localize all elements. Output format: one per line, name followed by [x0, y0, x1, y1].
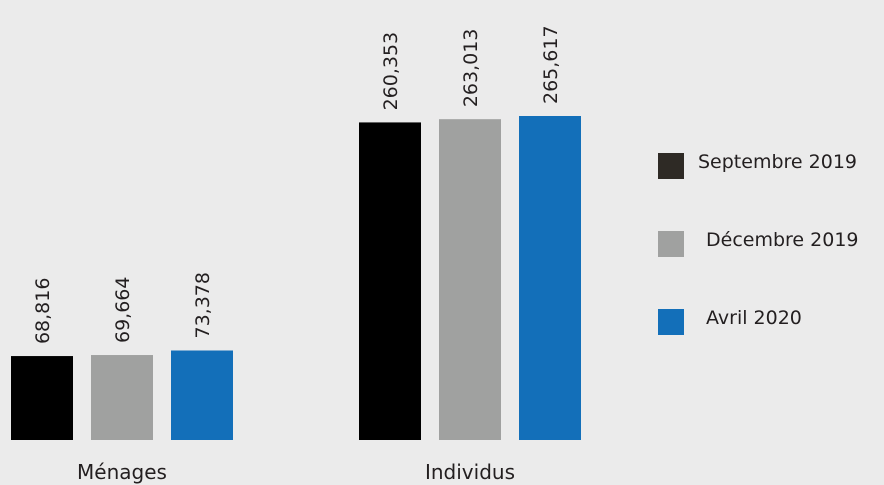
bar-individus-avril-2020	[519, 116, 581, 440]
bar-individus-septembre-2019	[359, 122, 421, 441]
legend-swatch-decembre-2019	[658, 231, 684, 257]
bar-individus-decembre-2019	[439, 119, 501, 440]
category-labels-layer: Ménages Individus	[77, 460, 515, 484]
value-label-menages-avril-2020: 73,378	[192, 272, 214, 338]
bars-layer	[11, 116, 581, 441]
bar-menages-decembre-2019	[91, 355, 153, 440]
value-label-individus-decembre-2019: 263,013	[460, 29, 482, 108]
value-label-menages-septembre-2019: 68,816	[32, 278, 54, 344]
category-label-menages: Ménages	[77, 460, 167, 484]
bar-menages-avril-2020	[171, 350, 233, 440]
value-label-menages-decembre-2019: 69,664	[112, 277, 134, 343]
legend-item-avril-2020: Avril 2020	[658, 306, 884, 335]
legend-label-decembre-2019: Décembre 2019	[706, 229, 859, 251]
legend: Septembre 2019 Décembre 2019 Avril 2020	[658, 150, 884, 335]
value-label-individus-septembre-2019: 260,353	[380, 32, 402, 111]
legend-swatch-avril-2020	[658, 309, 684, 335]
bar-menages-septembre-2019	[11, 356, 73, 440]
legend-label-avril-2020: Avril 2020	[706, 307, 802, 329]
value-labels-layer: 68,816 69,664 73,378 260,353 263,013 265,617	[32, 25, 562, 344]
legend-item-decembre-2019: Décembre 2019	[658, 228, 884, 257]
value-label-individus-avril-2020: 265,617	[540, 25, 562, 104]
legend-label-septembre-2019: Septembre 2019	[698, 151, 857, 173]
legend-swatch-septembre-2019	[658, 153, 684, 179]
category-label-individus: Individus	[425, 460, 515, 484]
legend-item-septembre-2019: Septembre 2019	[658, 150, 884, 179]
